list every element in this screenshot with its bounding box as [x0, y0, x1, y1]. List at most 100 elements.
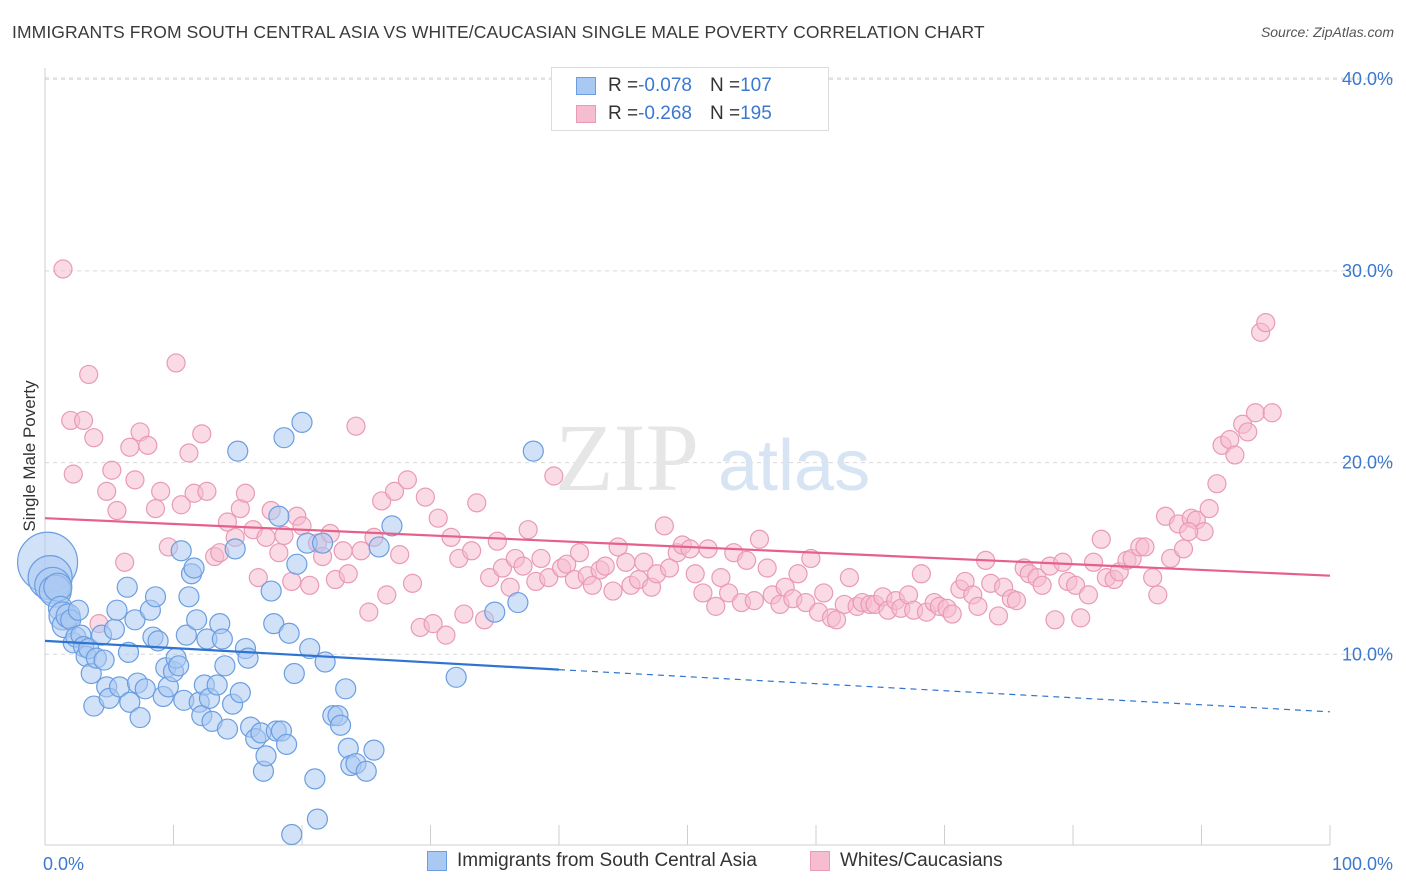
- point-immigrants: [355, 760, 377, 782]
- point-whites: [346, 416, 366, 436]
- x-tick-label: 100.0%: [1332, 854, 1393, 874]
- point-whites: [518, 520, 538, 540]
- point-whites: [711, 568, 731, 588]
- point-immigrants: [229, 682, 251, 704]
- point-whites: [120, 437, 140, 457]
- y-axis-label: Single Male Poverty: [20, 380, 39, 532]
- legend-n-label: N =: [709, 75, 741, 96]
- point-whites: [428, 508, 448, 528]
- point-immigrants: [484, 601, 506, 623]
- point-whites: [115, 552, 135, 572]
- point-immigrants: [286, 553, 308, 575]
- point-whites: [693, 583, 713, 603]
- point-whites: [737, 550, 757, 570]
- point-whites: [1256, 313, 1276, 333]
- point-whites: [539, 568, 559, 588]
- trend-line-immigrants: [44, 639, 560, 671]
- point-whites: [384, 481, 405, 501]
- point-whites: [1083, 552, 1104, 572]
- legend-r-value: -0.078: [638, 75, 692, 96]
- point-immigrants: [227, 440, 249, 462]
- legend-item-label: Whites/Caucasians: [840, 850, 1003, 871]
- point-whites: [480, 568, 500, 588]
- point-whites: [171, 495, 191, 515]
- point-immigrants: [255, 745, 277, 767]
- point-whites: [744, 591, 764, 611]
- watermark-atlas: atlas: [718, 426, 870, 506]
- point-immigrants: [67, 599, 90, 621]
- point-whites: [988, 606, 1009, 626]
- point-whites: [634, 552, 654, 572]
- point-whites: [462, 541, 482, 561]
- trend-lines: [44, 517, 1331, 713]
- watermark-zip: ZIP: [555, 404, 699, 511]
- point-immigrants: [363, 739, 385, 761]
- point-whites: [192, 424, 212, 444]
- point-whites: [1148, 585, 1168, 605]
- point-whites: [1161, 548, 1181, 569]
- trend-line-whites: [44, 517, 1331, 577]
- point-immigrants: [278, 622, 300, 644]
- point-whites: [436, 625, 456, 645]
- legend-r-value: -0.268: [638, 103, 692, 124]
- legend-item-whites: Whites/Caucasians: [810, 850, 1003, 872]
- point-immigrants: [445, 666, 467, 688]
- y-tick-label: 20.0%: [1342, 453, 1393, 473]
- point-whites: [911, 564, 931, 584]
- point-whites: [97, 481, 117, 501]
- point-whites: [292, 516, 312, 536]
- point-immigrants: [183, 557, 205, 579]
- point-whites: [942, 604, 962, 624]
- legend-item-label: Immigrants from South Central Asia: [457, 850, 757, 871]
- point-whites: [1225, 445, 1245, 465]
- point-whites: [248, 568, 268, 588]
- point-whites: [1245, 403, 1266, 423]
- point-whites: [1173, 539, 1194, 559]
- point-whites: [1045, 610, 1065, 630]
- point-whites: [84, 428, 104, 448]
- point-whites: [73, 410, 94, 431]
- point-whites: [680, 539, 700, 559]
- point-immigrants: [216, 718, 239, 740]
- point-whites: [179, 443, 199, 463]
- legend-swatch-pink: [810, 851, 830, 871]
- point-whites: [197, 481, 217, 501]
- point-whites: [513, 556, 533, 576]
- point-whites: [1065, 575, 1086, 595]
- legend-n-value: 195: [740, 103, 772, 124]
- series-legend: Immigrants from South Central Asia White…: [0, 850, 1406, 878]
- point-immigrants: [275, 733, 298, 755]
- point-whites: [79, 364, 99, 385]
- point-whites: [595, 556, 615, 576]
- point-whites: [235, 483, 256, 503]
- point-whites: [603, 581, 623, 601]
- point-whites: [544, 466, 564, 486]
- legend-swatch-blue: [576, 77, 596, 95]
- point-immigrants: [507, 591, 529, 614]
- point-whites: [487, 531, 507, 551]
- point-whites: [138, 435, 158, 455]
- legend-row-immigrants: R = -0.078 N = 107: [576, 74, 772, 98]
- point-immigrants: [304, 768, 326, 790]
- point-whites: [1207, 474, 1227, 494]
- point-whites: [788, 564, 808, 584]
- point-whites: [390, 545, 410, 565]
- point-whites: [145, 499, 166, 519]
- point-whites: [616, 552, 636, 572]
- point-whites: [659, 558, 680, 578]
- point-immigrants: [381, 515, 403, 537]
- point-immigrants: [522, 440, 544, 462]
- point-immigrants: [168, 655, 190, 677]
- legend-swatch-blue: [427, 851, 447, 871]
- point-whites: [1179, 522, 1199, 542]
- point-whites: [107, 500, 127, 521]
- point-immigrants: [329, 714, 352, 736]
- point-whites: [569, 543, 590, 563]
- point-whites: [53, 259, 73, 279]
- point-whites: [1262, 403, 1282, 423]
- y-tick-label: 40.0%: [1342, 69, 1393, 89]
- point-whites: [757, 558, 777, 578]
- point-immigrants: [129, 706, 151, 729]
- point-whites: [706, 596, 726, 616]
